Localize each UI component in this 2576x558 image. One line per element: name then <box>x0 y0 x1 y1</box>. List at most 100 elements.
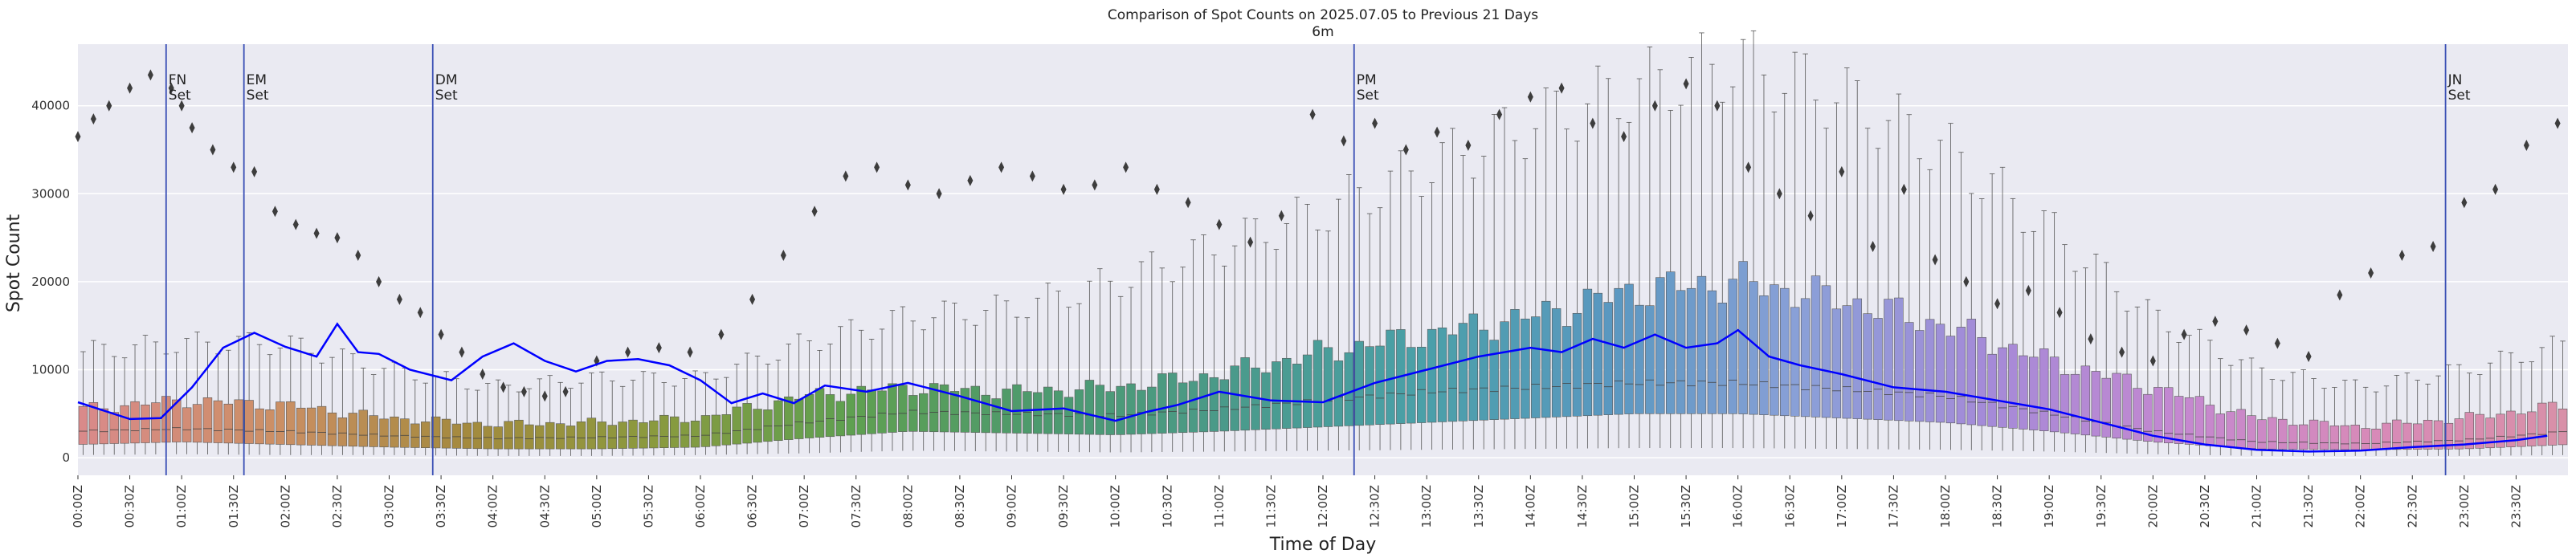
box <box>970 385 981 433</box>
box <box>1209 377 1219 432</box>
box <box>690 420 700 448</box>
outlier-group <box>75 69 2561 402</box>
box <box>2236 409 2246 449</box>
box <box>711 414 721 446</box>
annotation-label: EM <box>247 72 267 88</box>
box <box>586 417 597 450</box>
box <box>804 394 814 438</box>
x-tick-label: 08:30Z <box>953 485 967 528</box>
box <box>1582 288 1593 417</box>
box <box>1386 329 1395 425</box>
box <box>607 425 617 450</box>
outlier-point <box>687 346 693 358</box>
x-tick-label: 10:00Z <box>1108 485 1123 528</box>
box <box>1770 284 1779 416</box>
box <box>109 412 119 444</box>
box <box>867 389 876 434</box>
x-tick-label: 08:00Z <box>900 485 915 528</box>
box <box>2226 411 2235 448</box>
box <box>410 423 420 448</box>
box <box>1406 347 1416 424</box>
box <box>1925 319 1935 422</box>
box <box>1531 316 1541 418</box>
x-tick-label: 23:30Z <box>2509 485 2523 528</box>
box <box>856 385 866 435</box>
outlier-point <box>251 165 258 177</box>
box <box>1572 312 1582 417</box>
outlier-point <box>843 170 849 182</box>
box <box>1178 382 1188 434</box>
outlier-point <box>178 100 185 112</box>
box <box>1012 384 1022 434</box>
box <box>742 403 752 444</box>
box <box>2329 426 2340 450</box>
x-tick-label: 04:00Z <box>486 485 500 528</box>
series-line <box>77 322 2548 453</box>
outlier-point <box>780 250 786 262</box>
box <box>898 385 908 432</box>
box <box>877 390 887 434</box>
box <box>1728 279 1737 414</box>
annotation-label: FN <box>169 72 187 88</box>
box <box>78 405 88 445</box>
outlier-point <box>1776 188 1782 200</box>
box <box>2122 373 2132 440</box>
y-tick-label: 30000 <box>31 186 70 201</box>
outlier-point <box>2430 241 2436 253</box>
x-tick-label: 21:00Z <box>2250 485 2264 528</box>
annotation-label: Set <box>2448 88 2471 104</box>
box <box>2029 356 2039 430</box>
outlier-point <box>2088 333 2094 345</box>
outlier-point <box>2492 183 2499 195</box>
outlier-point <box>1372 117 1378 129</box>
box <box>2527 411 2537 446</box>
box <box>2163 387 2174 443</box>
outlier-point <box>1621 131 1627 143</box>
outlier-point <box>718 328 725 340</box>
box <box>2319 421 2329 450</box>
box <box>960 388 970 433</box>
box <box>1095 385 1105 435</box>
box <box>814 388 825 438</box>
box <box>286 401 296 446</box>
box <box>1084 380 1095 435</box>
box <box>1707 290 1717 414</box>
box <box>213 400 223 443</box>
box <box>555 423 565 450</box>
outlier-point <box>1341 135 1347 147</box>
box <box>1416 346 1427 423</box>
chart-title: Comparison of Spot Counts on 2025.07.05 … <box>1108 7 1538 23</box>
outlier-point <box>874 161 880 173</box>
box <box>223 403 234 444</box>
box <box>732 406 741 445</box>
box <box>151 402 161 443</box>
box <box>2019 355 2028 430</box>
box <box>1500 321 1509 420</box>
box <box>794 398 804 439</box>
chart-subtitle: 6m <box>1312 24 1333 40</box>
box <box>2257 419 2267 450</box>
outlier-point <box>1496 108 1503 120</box>
annotation-label: Set <box>247 88 269 104</box>
box <box>763 409 773 442</box>
box <box>202 397 213 443</box>
x-tick-label: 18:00Z <box>1938 485 1953 528</box>
outlier-point <box>147 69 153 81</box>
box <box>171 399 182 442</box>
box <box>1302 354 1312 428</box>
outlier-point <box>1185 197 1191 209</box>
box <box>918 393 929 432</box>
x-tick-label: 09:30Z <box>1056 485 1071 528</box>
annotation-label: Set <box>169 88 191 104</box>
annotation-label: Set <box>435 88 458 104</box>
box <box>2443 422 2454 450</box>
outlier-point <box>1932 254 1938 266</box>
box <box>2288 425 2298 450</box>
outlier-point <box>417 307 423 319</box>
outlier-point <box>1402 144 1409 156</box>
box <box>1831 308 1842 418</box>
box <box>721 413 732 446</box>
box <box>1510 309 1520 419</box>
outlier-point <box>106 100 112 112</box>
